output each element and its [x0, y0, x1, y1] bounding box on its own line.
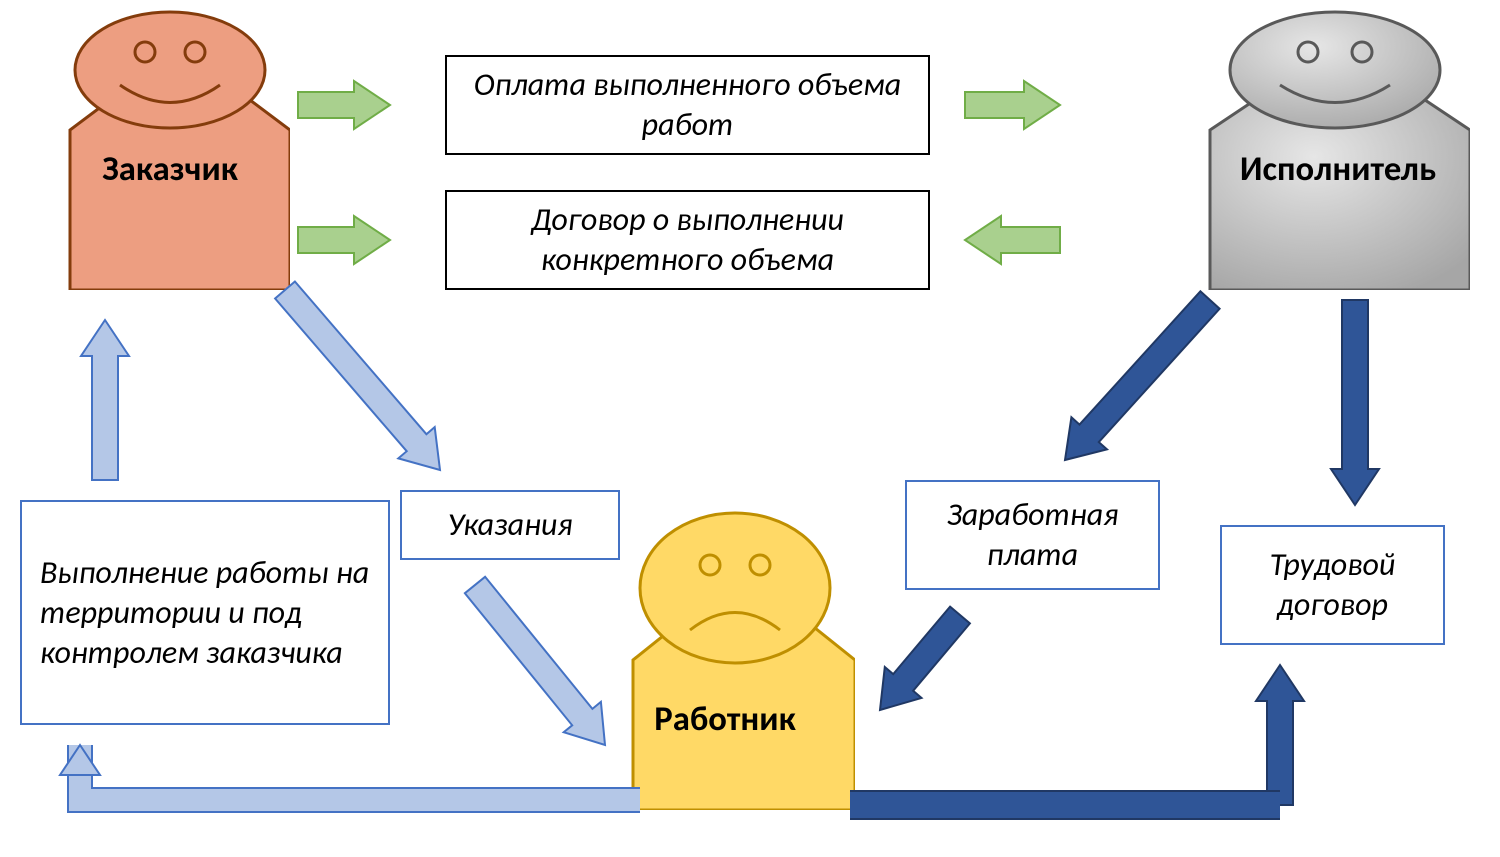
box-payment: Оплата выполненного объема работ: [445, 55, 930, 155]
arrow-db_diag1: [1065, 291, 1220, 460]
diagram-stage: Заказчик Исполнитель Работник Оплата вып…: [0, 0, 1500, 857]
arrow-lb_diag1: [275, 282, 440, 471]
arrow-db_diag2: [880, 607, 970, 710]
box-directions: Указания: [400, 490, 620, 560]
arrow-lb_diag2: [465, 577, 605, 745]
arrow-db_up: [1256, 665, 1304, 805]
arrow-g4: [965, 216, 1060, 264]
arrow-lb_elbow-shaft: [80, 745, 640, 800]
contractor-label: Исполнитель: [1208, 148, 1468, 190]
box-salary: Заработная плата: [905, 480, 1160, 590]
arrow-db_down: [1331, 300, 1379, 505]
arrow-lb_elbow-head: [60, 745, 100, 775]
box-contract: Договор о выполнении конкретного объема: [445, 190, 930, 290]
customer-label: Заказчик: [70, 148, 270, 190]
worker-label: Работник: [625, 698, 825, 740]
arrow-g3: [298, 216, 390, 264]
box-control: Выполнение работы на территории и под ко…: [20, 500, 390, 725]
arrow-g2: [965, 81, 1060, 129]
person-worker: [615, 510, 855, 810]
arrow-lb_up: [81, 320, 129, 480]
box-labor-contract: Трудовой договор: [1220, 525, 1445, 645]
arrow-lb_elbow-outline: [80, 745, 640, 800]
arrow-g1: [298, 81, 390, 129]
